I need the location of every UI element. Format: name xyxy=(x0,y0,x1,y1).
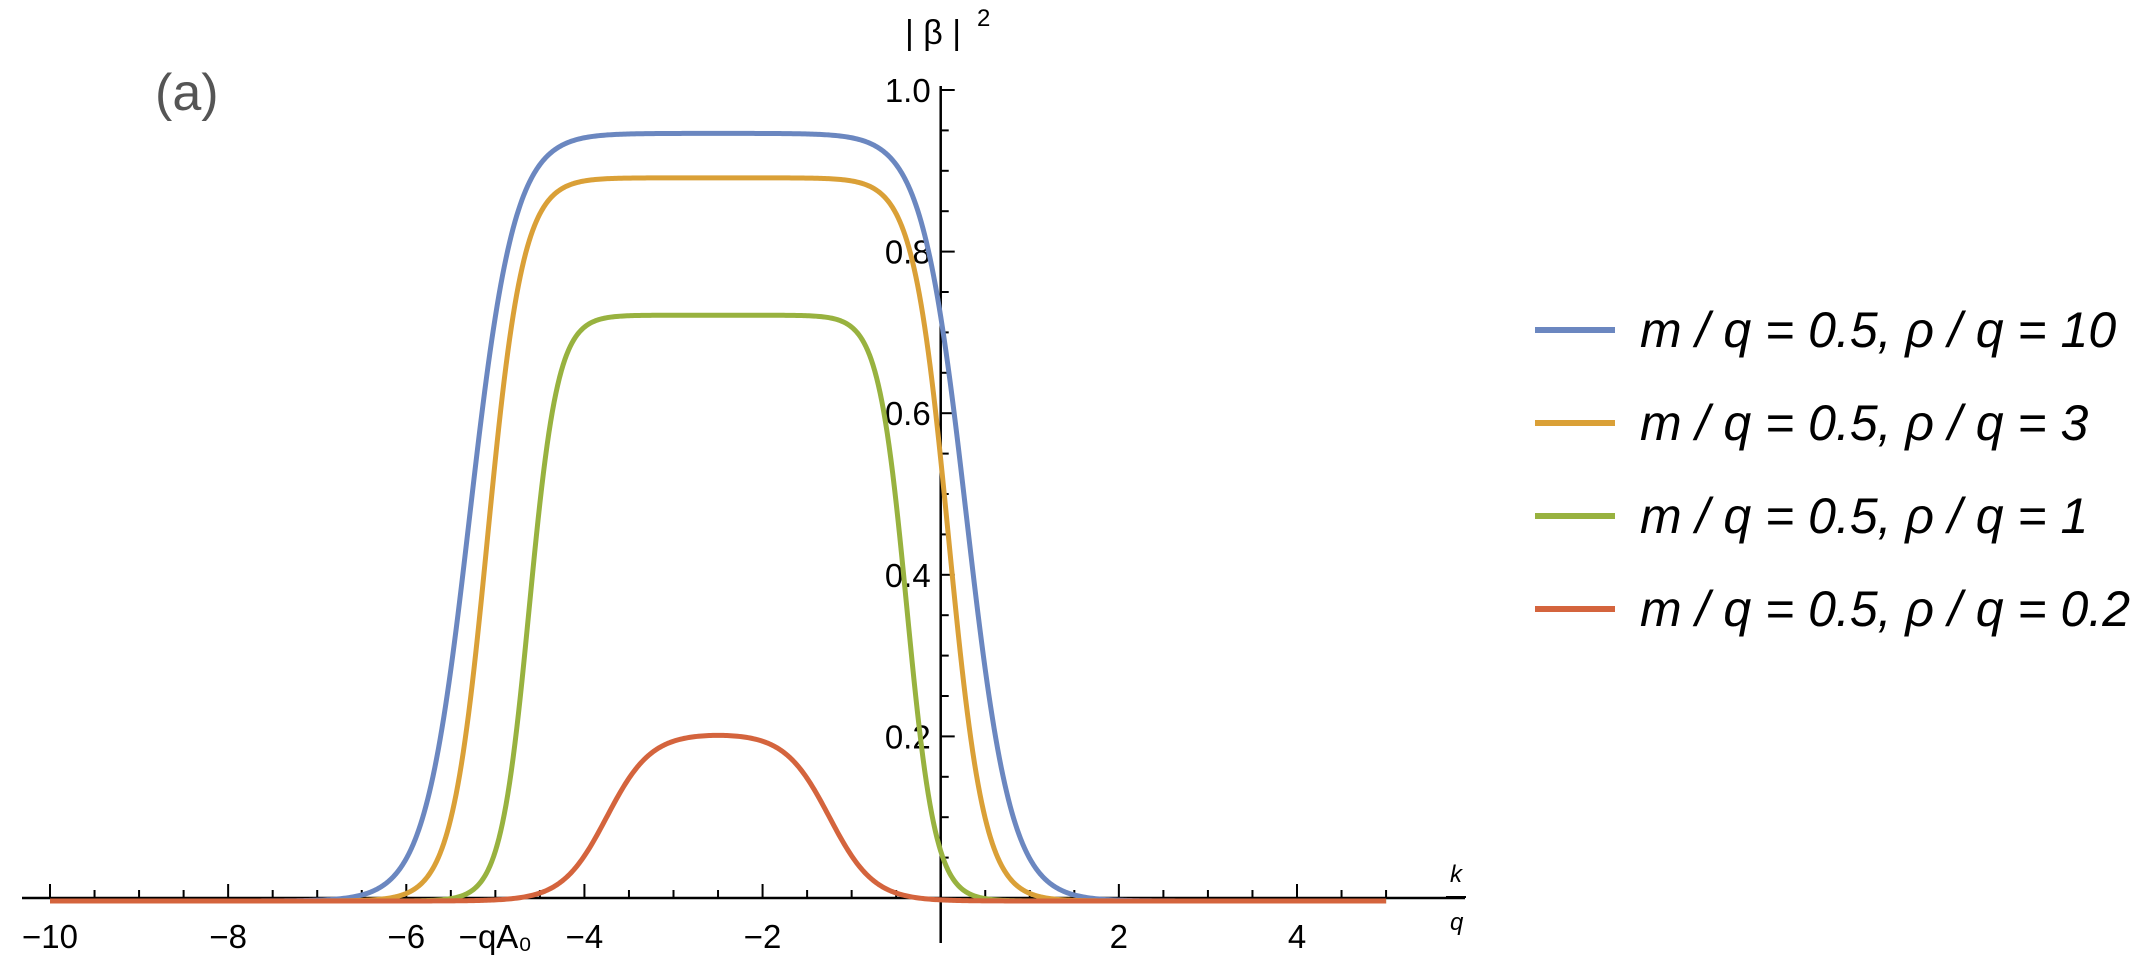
x-tick-labels: −10 −8 −6 −4 −2 2 4 xyxy=(22,918,1306,955)
legend-label: m / q = 0.5, ρ / q = 10 xyxy=(1640,302,2116,358)
legend-label: m / q = 0.5, ρ / q = 0.2 xyxy=(1640,581,2130,637)
x-axis-label-denominator: q xyxy=(1450,909,1464,936)
series-lines xyxy=(49,130,1387,904)
x-tick-label: −8 xyxy=(209,918,247,955)
annotation-neg-qA0: −qA₀ xyxy=(459,918,532,955)
y-axis-label: | β | xyxy=(905,14,961,52)
axes: −10 −8 −6 −4 −2 2 4 0.20.40.60.81.0 xyxy=(22,72,1465,955)
x-tick-label: 4 xyxy=(1288,918,1306,955)
series-line-4 xyxy=(49,732,1387,904)
panel-label: (a) xyxy=(155,64,219,122)
series-line-1 xyxy=(49,130,1387,904)
x-tick-label: −4 xyxy=(566,918,604,955)
legend-label: m / q = 0.5, ρ / q = 1 xyxy=(1640,488,2088,544)
legend-item: m / q = 0.5, ρ / q = 10 xyxy=(1535,302,2116,358)
y-tick-label: 0.4 xyxy=(885,557,931,594)
y-tick-label: 1.0 xyxy=(885,72,931,109)
x-tick-label: −10 xyxy=(22,918,78,955)
legend-item: m / q = 0.5, ρ / q = 1 xyxy=(1535,488,2088,544)
legend: m / q = 0.5, ρ / q = 10 m / q = 0.5, ρ / … xyxy=(1535,302,2130,637)
legend-label: m / q = 0.5, ρ / q = 3 xyxy=(1640,395,2089,451)
y-axis-label-superscript: 2 xyxy=(977,5,990,32)
y-tick-label: 0.6 xyxy=(885,395,931,432)
y-tick-labels: 0.20.40.60.81.0 xyxy=(885,72,931,755)
x-tick-label: −2 xyxy=(744,918,782,955)
x-minor-ticks xyxy=(49,884,1388,898)
x-tick-label: −6 xyxy=(387,918,425,955)
series-line-2 xyxy=(49,175,1387,904)
x-axis-label-numerator: k xyxy=(1450,861,1464,888)
legend-item: m / q = 0.5, ρ / q = 3 xyxy=(1535,395,2089,451)
x-axis-title: k q xyxy=(1446,861,1466,936)
x-tick-label: 2 xyxy=(1110,918,1128,955)
legend-item: m / q = 0.5, ρ / q = 0.2 xyxy=(1535,581,2130,637)
series-line-3 xyxy=(49,312,1387,904)
y-axis-title: | β | 2 xyxy=(905,5,990,52)
